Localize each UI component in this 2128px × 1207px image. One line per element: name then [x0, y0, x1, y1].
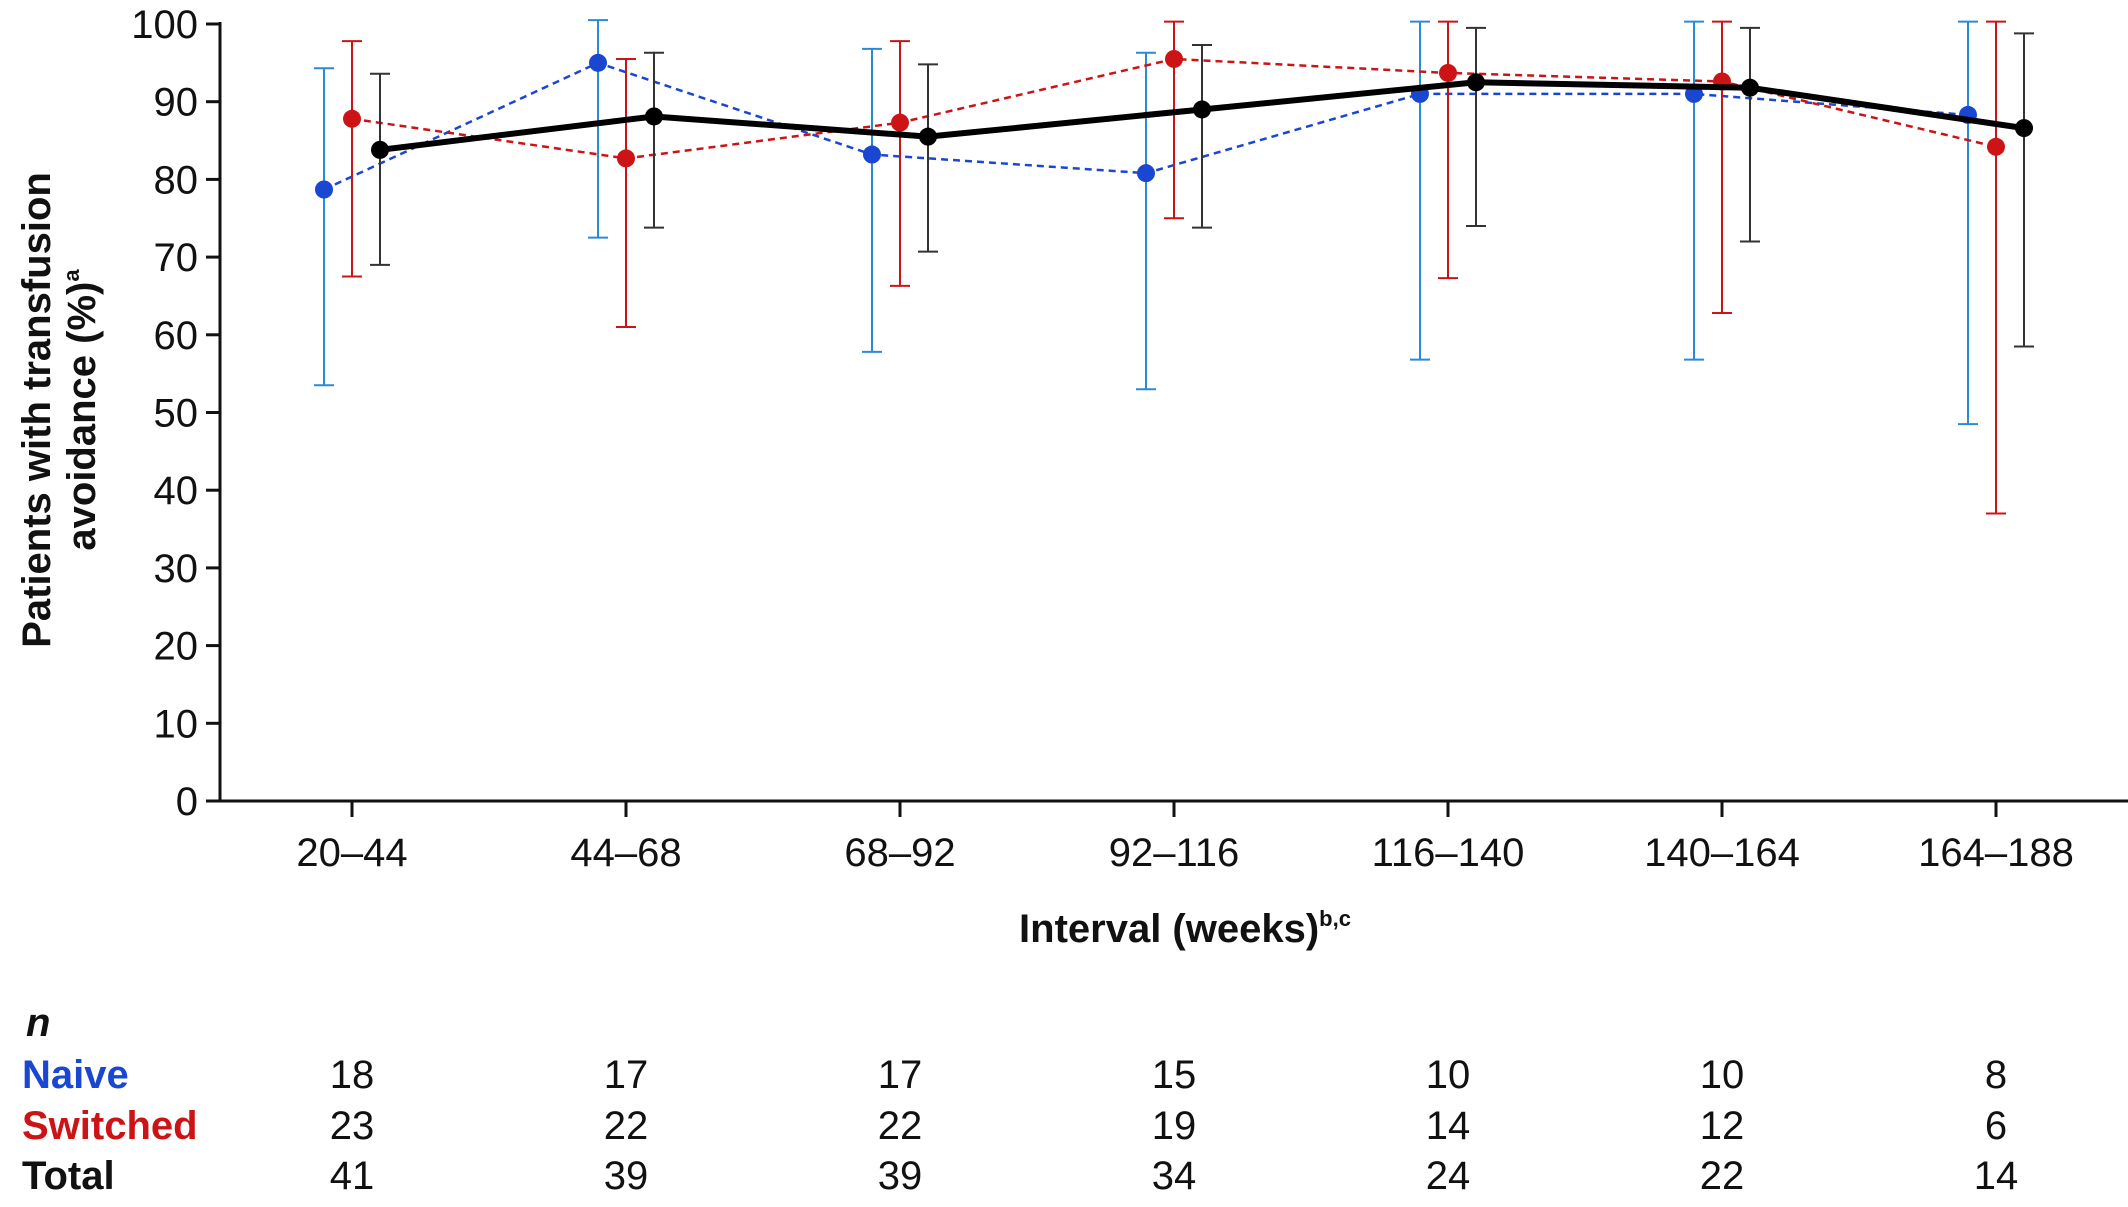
y-tick-label: 100 — [131, 3, 198, 47]
n-cell: 41 — [330, 1154, 375, 1198]
x-axis-label: Interval (weeks)b,c — [1019, 906, 1351, 951]
x-tick-label: 140–164 — [1644, 831, 1800, 875]
n-cell: 15 — [1152, 1053, 1197, 1097]
n-cell: 22 — [878, 1104, 923, 1148]
error-bar-switched — [1986, 20, 2006, 515]
data-point-naive — [315, 180, 333, 199]
data-point-naive — [589, 53, 607, 72]
x-tick-label: 68–92 — [844, 831, 955, 875]
error-bar-naive — [1410, 20, 1430, 361]
y-axis-label-superscript: a — [59, 269, 84, 282]
data-point-total — [1193, 100, 1211, 119]
n-row-label-naive: Naive — [22, 1053, 129, 1097]
error-bar-total — [918, 63, 938, 253]
n-cell: 24 — [1426, 1154, 1471, 1198]
n-cell: 22 — [604, 1104, 649, 1148]
y-tick-label: 10 — [154, 702, 199, 746]
y-axis-label-text: avoidance (%) — [60, 282, 104, 551]
n-cell: 14 — [1426, 1104, 1471, 1148]
data-point-total — [1467, 73, 1485, 92]
error-bar-switched — [890, 40, 910, 287]
error-bar-total — [1192, 43, 1212, 229]
x-tick-label: 44–68 — [570, 831, 681, 875]
error-bar-total — [2014, 32, 2034, 348]
error-bar-switched — [342, 40, 362, 278]
axis-labels: Patients with transfusion avoidance (%)a… — [15, 172, 1351, 951]
n-cell: 14 — [1974, 1154, 2019, 1198]
data-point-total — [2015, 119, 2033, 138]
data-point-total — [645, 107, 663, 126]
series-switched — [342, 20, 2006, 515]
y-tick-label: 20 — [154, 625, 199, 669]
y-tick-label: 70 — [154, 236, 199, 280]
n-cell: 19 — [1152, 1104, 1197, 1148]
y-axis-label-line1: Patients with transfusion — [15, 172, 59, 648]
data-point-naive — [863, 145, 881, 164]
data-point-switched — [1439, 63, 1457, 82]
error-bar-naive — [314, 67, 334, 387]
n-cell: 39 — [604, 1154, 649, 1198]
data-point-switched — [1987, 137, 2005, 156]
n-cell: 39 — [878, 1154, 923, 1198]
y-tick-label: 50 — [154, 392, 199, 436]
data-point-total — [1741, 78, 1759, 97]
n-table-header: n — [26, 1001, 50, 1045]
n-cell: 6 — [1985, 1104, 2007, 1148]
error-bar-total — [644, 51, 664, 229]
y-tick-label: 90 — [154, 81, 199, 125]
n-cell: 12 — [1700, 1104, 1745, 1148]
n-row-label-total: Total — [22, 1154, 115, 1198]
error-bar-naive — [1684, 20, 1704, 361]
x-tick-label: 92–116 — [1109, 831, 1240, 875]
error-bar-total — [370, 72, 390, 266]
y-tick-label: 80 — [154, 158, 199, 202]
n-cell: 34 — [1152, 1154, 1197, 1198]
x-axis-label-text: Interval (weeks) — [1019, 907, 1319, 951]
error-bar-naive — [1136, 51, 1156, 391]
n-cell: 23 — [330, 1104, 375, 1148]
y-tick-label: 40 — [154, 469, 199, 513]
y-tick-label: 0 — [176, 780, 198, 824]
n-cell: 8 — [1985, 1053, 2007, 1097]
error-bar-switched — [616, 57, 636, 329]
error-bar-switched — [1712, 20, 1732, 315]
n-table: n Naive 18 17 17 15 10 10 8 Switched 23 22 22 19 14 12… — [22, 1001, 2018, 1198]
n-row-label-switched: Switched — [22, 1104, 198, 1148]
n-cell: 17 — [878, 1053, 923, 1097]
data-point-total — [919, 127, 937, 146]
error-bar-naive — [862, 47, 882, 353]
x-tick-label: 20–44 — [296, 831, 407, 875]
n-cell: 10 — [1700, 1053, 1745, 1097]
error-bar-total — [1740, 26, 1760, 243]
data-point-switched — [617, 149, 635, 168]
data-point-switched — [891, 113, 909, 132]
n-cell: 10 — [1426, 1053, 1471, 1097]
y-axis-label-line2: avoidance (%)a — [59, 269, 104, 551]
error-bar-naive — [1958, 20, 1978, 426]
series-total — [370, 26, 2034, 348]
axes: 0 10 20 30 40 50 60 70 80 90 100 20–44 44–68 68–92 92–… — [131, 3, 2128, 875]
y-tick-label: 60 — [154, 314, 199, 358]
error-bar-total — [1466, 26, 1486, 228]
x-tick-label: 116–140 — [1372, 831, 1525, 875]
data-point-naive — [1137, 164, 1155, 183]
data-point-switched — [1165, 49, 1183, 68]
data-point-switched — [343, 109, 361, 128]
x-axis-label-superscript: b,c — [1319, 906, 1351, 931]
error-bar-naive — [588, 19, 608, 239]
x-tick-label: 164–188 — [1918, 831, 2074, 875]
error-bar-switched — [1438, 20, 1458, 280]
series-layer — [314, 19, 2034, 515]
n-cell: 18 — [330, 1053, 375, 1097]
y-tick-label: 30 — [154, 547, 199, 591]
n-cell: 17 — [604, 1053, 649, 1097]
n-cell: 22 — [1700, 1154, 1745, 1198]
data-point-total — [371, 140, 389, 159]
